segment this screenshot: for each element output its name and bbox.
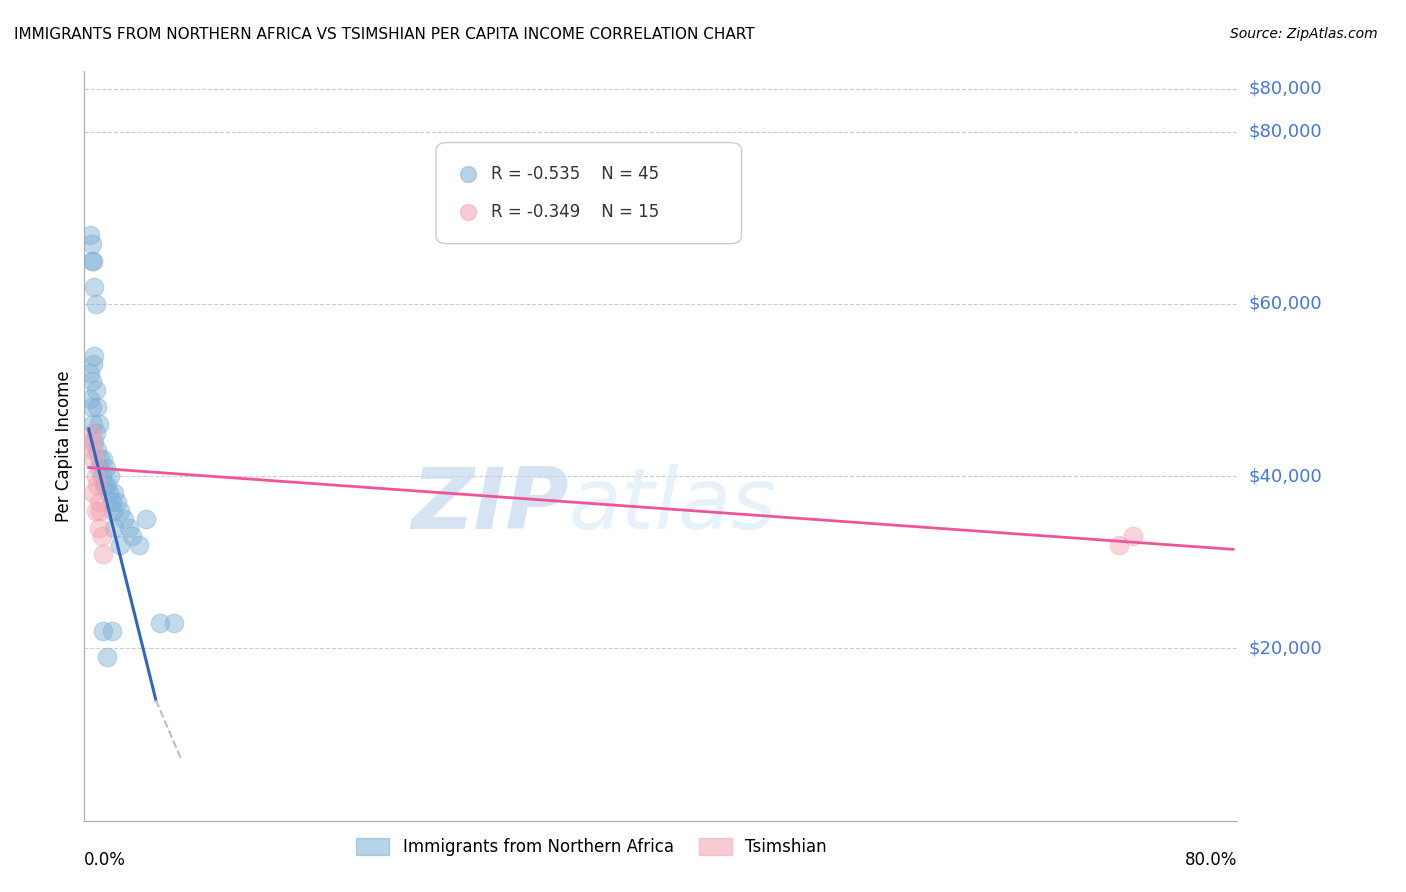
- Point: [86, 401, 108, 415]
- Point: [83, 451, 105, 466]
- Text: $40,000: $40,000: [1249, 467, 1322, 485]
- Point: [87, 460, 110, 475]
- Text: 80.0%: 80.0%: [1185, 851, 1237, 869]
- Point: [80, 401, 103, 415]
- Point: [135, 512, 157, 526]
- Point: [82, 443, 104, 458]
- Point: [89, 451, 111, 466]
- Point: [103, 521, 125, 535]
- Point: [112, 512, 135, 526]
- Text: atlas: atlas: [568, 465, 776, 548]
- Point: [100, 495, 122, 509]
- Point: [84, 426, 107, 441]
- Point: [86, 477, 108, 491]
- Point: [163, 615, 186, 630]
- Legend: Immigrants from Northern Africa, Tsimshian: Immigrants from Northern Africa, Tsimshi…: [347, 830, 835, 864]
- Y-axis label: Per Capita Income: Per Capita Income: [55, 370, 73, 522]
- Point: [83, 279, 105, 293]
- Text: $80,000: $80,000: [1249, 79, 1322, 97]
- Point: [1122, 529, 1144, 543]
- Text: $80,000: $80,000: [1249, 122, 1322, 141]
- Point: [118, 521, 141, 535]
- Text: R = -0.349    N = 15: R = -0.349 N = 15: [491, 203, 659, 221]
- Point: [80, 236, 103, 251]
- Point: [82, 357, 104, 371]
- Point: [105, 495, 128, 509]
- Point: [101, 503, 124, 517]
- Point: [86, 443, 108, 458]
- Point: [91, 451, 114, 466]
- Point: [84, 297, 107, 311]
- Point: [108, 538, 131, 552]
- Point: [87, 495, 110, 509]
- Text: $20,000: $20,000: [1249, 640, 1322, 657]
- Point: [82, 417, 104, 432]
- Point: [83, 434, 105, 449]
- Text: Source: ZipAtlas.com: Source: ZipAtlas.com: [1230, 27, 1378, 41]
- Point: [108, 503, 131, 517]
- Point: [93, 477, 115, 491]
- Point: [79, 227, 101, 242]
- Point: [96, 650, 118, 665]
- Point: [79, 434, 101, 449]
- Text: ZIP: ZIP: [411, 465, 568, 548]
- Point: [90, 529, 112, 543]
- FancyBboxPatch shape: [436, 143, 741, 244]
- Point: [82, 253, 104, 268]
- Point: [91, 547, 114, 561]
- Point: [83, 349, 105, 363]
- Point: [87, 521, 110, 535]
- Point: [128, 538, 150, 552]
- Point: [97, 486, 120, 500]
- Point: [100, 624, 122, 639]
- Text: R = -0.535    N = 45: R = -0.535 N = 45: [491, 165, 659, 183]
- Text: IMMIGRANTS FROM NORTHERN AFRICA VS TSIMSHIAN PER CAPITA INCOME CORRELATION CHART: IMMIGRANTS FROM NORTHERN AFRICA VS TSIMS…: [14, 27, 755, 42]
- Point: [80, 426, 103, 441]
- Point: [79, 366, 101, 380]
- Point: [90, 469, 112, 483]
- Point: [96, 477, 118, 491]
- Point: [98, 469, 121, 483]
- Point: [554, 814, 576, 828]
- Point: [82, 486, 104, 500]
- Point: [121, 529, 143, 543]
- Point: [79, 392, 101, 406]
- Point: [103, 486, 125, 500]
- Point: [87, 417, 110, 432]
- Point: [89, 503, 111, 517]
- Point: [84, 503, 107, 517]
- Point: [84, 383, 107, 397]
- Point: [80, 253, 103, 268]
- Point: [84, 469, 107, 483]
- Point: [1108, 538, 1130, 552]
- Text: 0.0%: 0.0%: [84, 851, 127, 869]
- Point: [554, 814, 576, 828]
- Point: [91, 624, 114, 639]
- Text: $60,000: $60,000: [1249, 295, 1322, 313]
- Point: [94, 460, 117, 475]
- Point: [149, 615, 172, 630]
- Point: [80, 375, 103, 389]
